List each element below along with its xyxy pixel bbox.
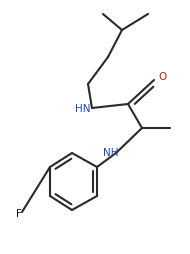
Text: O: O	[158, 72, 166, 82]
Text: NH: NH	[102, 148, 118, 158]
Text: F: F	[16, 209, 22, 219]
Text: HN: HN	[74, 104, 90, 114]
